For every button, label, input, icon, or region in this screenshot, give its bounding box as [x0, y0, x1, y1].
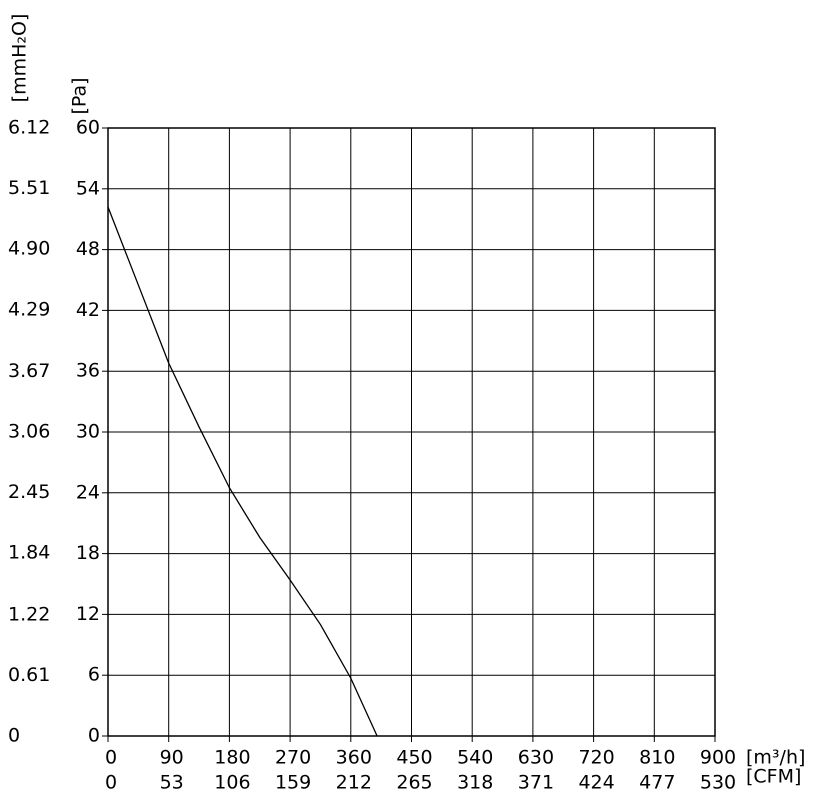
- y-tick-label: 30: [76, 421, 100, 443]
- y2-axis-title: [mmH₂O]: [9, 14, 31, 103]
- x2-tick-label: 0: [105, 772, 117, 794]
- y-tick-label: 0: [88, 725, 100, 747]
- x-axis-title: [m³/h]: [746, 747, 805, 769]
- y-tick-label: 36: [76, 360, 100, 382]
- x-tick-label: 180: [214, 747, 250, 769]
- x-tick-label: 450: [396, 747, 432, 769]
- x-tick-label: 90: [160, 747, 184, 769]
- x2-tick-label: 477: [639, 772, 675, 794]
- x2-tick-label: 265: [396, 772, 432, 794]
- x2-tick-label: 106: [214, 772, 250, 794]
- x2-tick-label: 318: [457, 772, 493, 794]
- y-tick-label: 18: [76, 542, 100, 564]
- y-tick-label: 24: [76, 481, 100, 503]
- x-tick-label: 630: [518, 747, 554, 769]
- x-tick-label: 810: [639, 747, 675, 769]
- x2-axis-title: [CFM]: [746, 766, 801, 788]
- x2-tick-label: 159: [275, 772, 311, 794]
- y-tick-label: 12: [76, 603, 100, 625]
- y2-tick-label: 4.90: [8, 238, 50, 260]
- x2-tick-label: 212: [336, 772, 372, 794]
- y2-tick-label: 1.84: [8, 542, 50, 564]
- x-tick-label: 270: [275, 747, 311, 769]
- y2-tick-label: 5.51: [8, 177, 50, 199]
- y2-tick-label: 0.61: [8, 664, 50, 686]
- x-tick-label: 0: [105, 747, 117, 769]
- x2-tick-label: 371: [518, 772, 554, 794]
- y2-tick-label: 2.45: [8, 481, 50, 503]
- y-tick-label: 42: [76, 299, 100, 321]
- y-axis-title: [Pa]: [69, 77, 91, 114]
- y2-tick-label: 0: [8, 725, 20, 747]
- y-tick-label: 60: [76, 117, 100, 139]
- y2-tick-label: 1.22: [8, 603, 50, 625]
- x-tick-label: 360: [336, 747, 372, 769]
- curve: [107, 206, 378, 737]
- y2-tick-label: 4.29: [8, 298, 50, 320]
- y2-tick-label: 6.12: [8, 117, 50, 139]
- x-tick-label: 720: [578, 747, 614, 769]
- x2-tick-label: 530: [700, 772, 736, 794]
- x2-tick-label: 53: [160, 772, 184, 794]
- y-tick-label: 6: [88, 664, 100, 686]
- y2-tick-label: 3.06: [8, 421, 50, 443]
- x-tick-label: 540: [457, 747, 493, 769]
- y-tick-label: 48: [76, 238, 100, 260]
- y2-tick-label: 3.67: [8, 360, 50, 382]
- x-tick-label: 900: [700, 747, 736, 769]
- y-tick-label: 54: [76, 177, 100, 199]
- x2-tick-label: 424: [578, 772, 614, 794]
